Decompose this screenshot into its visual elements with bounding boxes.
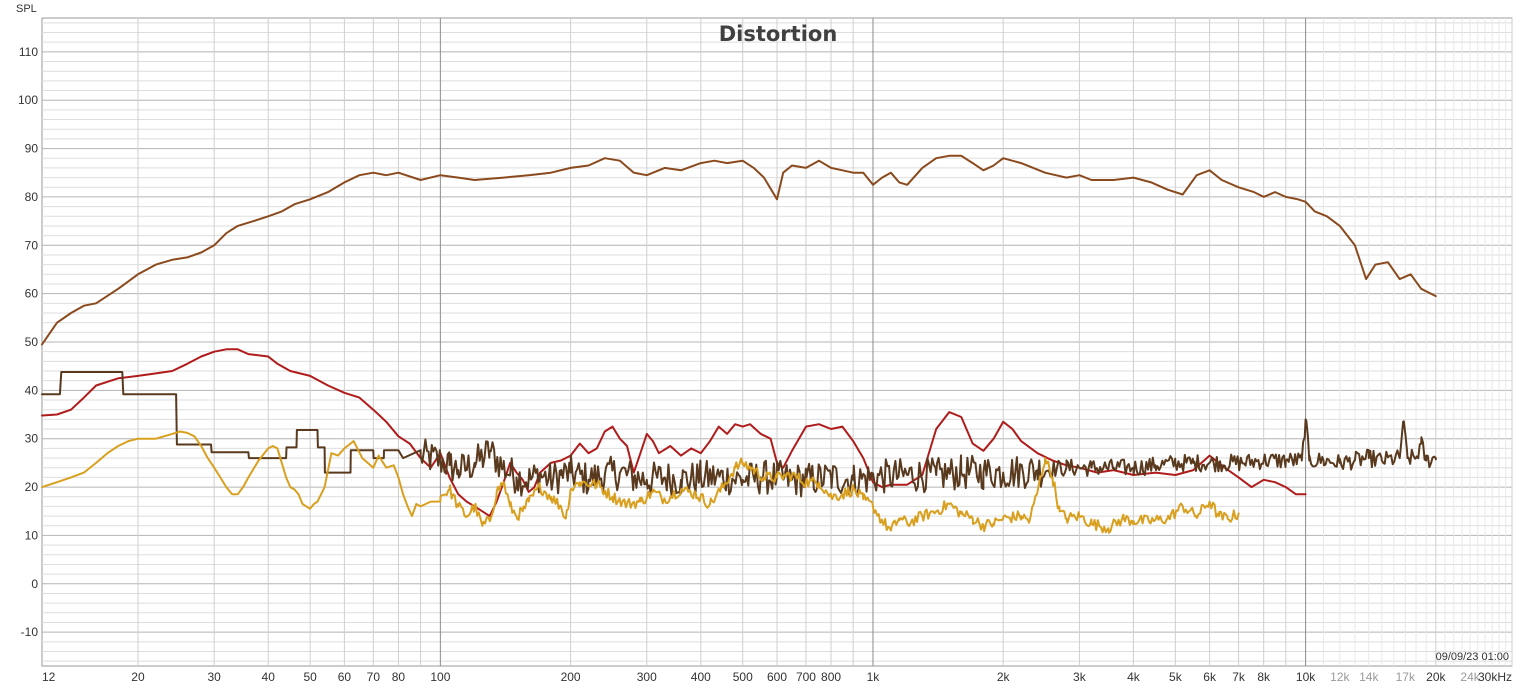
x-tick-label: 1k xyxy=(867,670,881,684)
x-tick-label: 500 xyxy=(733,670,753,684)
x-tick-label: 7k xyxy=(1232,670,1246,684)
x-tick-label: 400 xyxy=(691,670,711,684)
x-tick-label: 12 xyxy=(42,670,56,684)
series-line-3 xyxy=(41,371,1437,498)
y-tick-label: 30 xyxy=(25,432,39,446)
x-tick-label: 17k xyxy=(1396,670,1416,684)
x-tick-label: 70 xyxy=(367,670,381,684)
x-tick-label: 100 xyxy=(430,670,450,684)
y-tick-label: 100 xyxy=(18,93,38,107)
timestamp: 09/09/23 01:00 xyxy=(1436,651,1509,663)
x-tick-label: 800 xyxy=(821,670,841,684)
x-tick-label: 6k xyxy=(1203,670,1217,684)
x-tick-label: 300 xyxy=(637,670,657,684)
y-axis-label: SPL xyxy=(16,3,37,15)
series-line-4 xyxy=(41,430,1240,534)
x-tick-label: 30 xyxy=(207,670,221,684)
y-tick-label: 60 xyxy=(25,287,39,301)
x-tick-label: 3k xyxy=(1073,670,1087,684)
y-tick-label: -10 xyxy=(21,625,39,639)
y-tick-label: 50 xyxy=(25,335,39,349)
series-line-2 xyxy=(41,348,1307,518)
x-tick-label: 40 xyxy=(262,670,276,684)
x-tick-label: 24k xyxy=(1460,670,1480,684)
x-tick-label: 10k xyxy=(1296,670,1316,684)
x-tick-label: 200 xyxy=(561,670,581,684)
x-tick-label: 50 xyxy=(303,670,317,684)
grid xyxy=(42,18,1513,666)
y-tick-label: 110 xyxy=(19,45,38,59)
chart-title: Distortion xyxy=(719,22,838,46)
y-tick-label: 10 xyxy=(25,528,39,542)
x-tick-label: 60 xyxy=(338,670,352,684)
x-tick-label: 700 xyxy=(796,670,816,684)
y-tick-label: 40 xyxy=(25,383,39,397)
x-axis-ticks: 12 20 30 40 50 60 70 80 100 200 300 400 500 600 700 800… xyxy=(42,670,1512,684)
x-tick-label: 30kHz xyxy=(1478,670,1512,684)
x-tick-label: 4k xyxy=(1127,670,1141,684)
x-tick-label: 20 xyxy=(131,670,145,684)
y-tick-label: 90 xyxy=(25,142,39,156)
y-tick-label: 80 xyxy=(25,190,39,204)
x-tick-label: 20k xyxy=(1426,670,1446,684)
x-tick-label: 5k xyxy=(1169,670,1183,684)
y-tick-label: 20 xyxy=(25,480,39,494)
x-tick-label: 2k xyxy=(997,670,1011,684)
x-tick-label: 600 xyxy=(767,670,787,684)
x-tick-label: 8k xyxy=(1257,670,1271,684)
y-tick-label: 70 xyxy=(25,238,39,252)
series-layer xyxy=(41,154,1437,534)
series-line-1 xyxy=(41,154,1437,346)
x-tick-label: 12k xyxy=(1330,670,1350,684)
y-tick-label: 0 xyxy=(31,577,38,591)
x-tick-label: 14k xyxy=(1359,670,1379,684)
x-tick-label: 80 xyxy=(392,670,406,684)
